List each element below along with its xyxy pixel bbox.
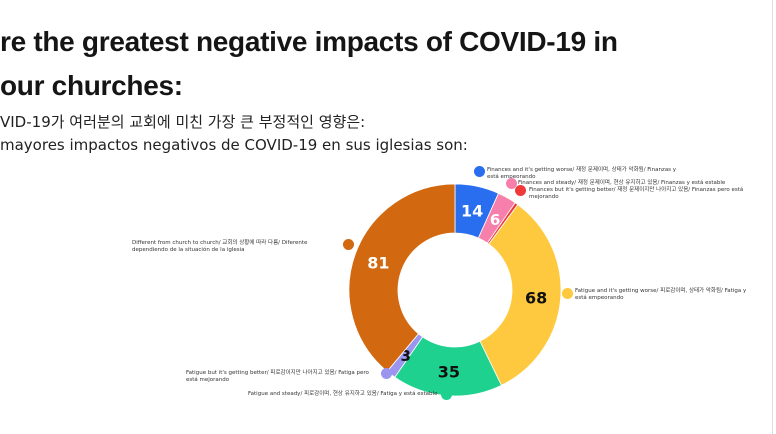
legend-label: Fatigue and it's getting worse/ 피로감이며, 상… xyxy=(575,288,747,301)
window-edge xyxy=(772,0,773,434)
data-label: 68 xyxy=(525,288,547,307)
legend-marker xyxy=(441,389,452,400)
legend-marker xyxy=(381,368,392,379)
legend-label: Fatigue but it's getting better/ 피로감이지만 … xyxy=(186,370,369,383)
legend-label: Fatigue and steady/ 피로감이며, 현상 유지하고 있음/ F… xyxy=(248,391,438,397)
data-label: 6 xyxy=(490,211,500,229)
data-label: 81 xyxy=(367,253,389,272)
korean-subtitle: VID-19가 여러분의 교회에 미친 가장 큰 부정적인 영향은: xyxy=(0,113,366,131)
legend-marker xyxy=(515,185,526,196)
data-label: 14 xyxy=(461,201,483,220)
legend-marker xyxy=(343,239,354,250)
legend-label: Finances and steady/ 재정 문제이며, 현상 유지하고 있음… xyxy=(518,180,726,186)
data-label: 35 xyxy=(438,362,460,381)
page-title-line2: our churches: xyxy=(0,70,183,101)
legend-label: Different from church to church/ 교회의 상황에… xyxy=(132,240,308,253)
data-label: 3 xyxy=(400,347,410,365)
legend-label: Finances and it's getting worse/ 재정 문제이며… xyxy=(487,167,677,180)
legend-marker xyxy=(474,166,485,177)
legend-marker xyxy=(506,178,517,189)
legend-marker xyxy=(562,288,573,299)
donut-slice xyxy=(348,183,456,372)
spanish-subtitle: mayores impactos negativos de COVID-19 e… xyxy=(0,136,468,154)
page-title-line1: re the greatest negative impacts of COVI… xyxy=(0,26,618,57)
legend-label: Finances but it's getting better/ 재정 문제이… xyxy=(529,187,744,200)
donut-slice xyxy=(479,204,562,386)
